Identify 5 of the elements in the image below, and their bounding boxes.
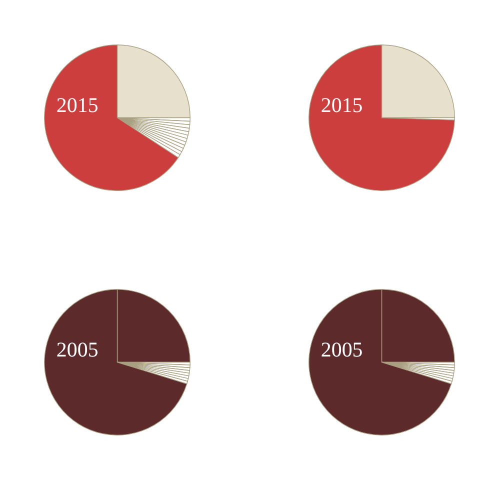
text: 2005 bbox=[320, 337, 363, 362]
text: 2005 bbox=[56, 337, 98, 362]
text: 2015 bbox=[320, 92, 363, 117]
pie-slice bbox=[308, 44, 455, 191]
text: 2015 bbox=[56, 92, 98, 117]
